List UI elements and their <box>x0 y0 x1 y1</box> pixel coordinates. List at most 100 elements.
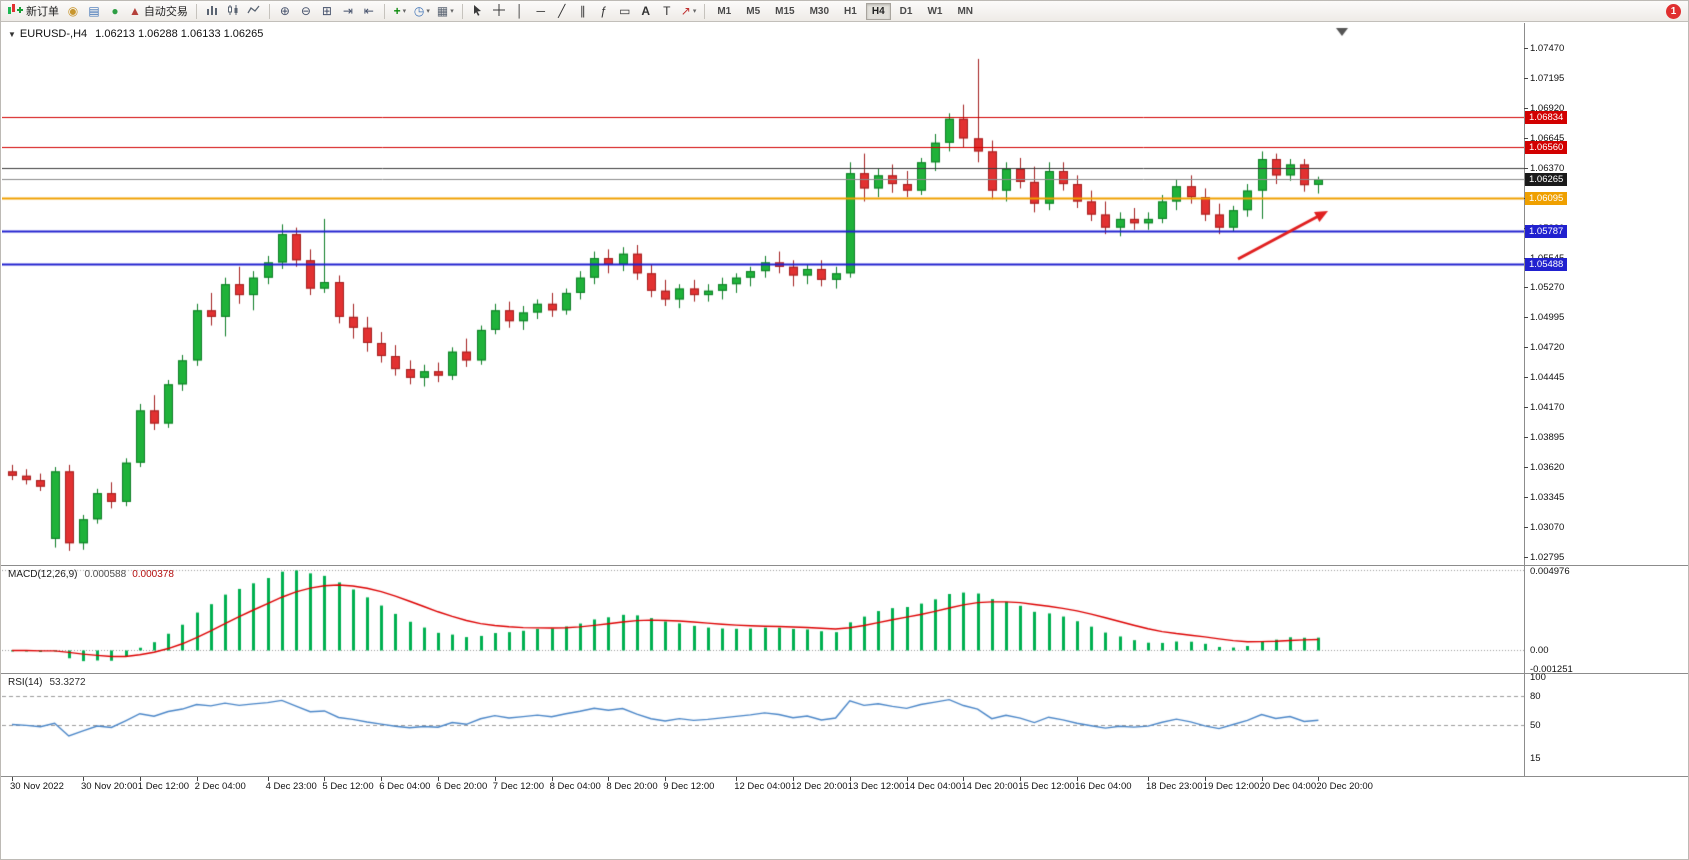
new-order-button-label: 新订单 <box>26 6 59 18</box>
vertical-line-icon: │ <box>516 3 524 18</box>
price-tag: 1.06265 <box>1525 173 1568 187</box>
zoom-in-button[interactable]: ⊕ <box>275 2 295 21</box>
axis-tick <box>1524 48 1528 50</box>
channel-button[interactable]: ∥ <box>573 2 593 21</box>
time-axis-label: 14 Dec 20:00 <box>961 781 1018 792</box>
toolbar-separator <box>383 3 385 19</box>
axis-tick <box>665 777 667 781</box>
cursor-button[interactable] <box>468 2 488 21</box>
macd-panel-canvas[interactable] <box>2 566 1524 673</box>
notification-badge[interactable]: 1 <box>1666 4 1681 19</box>
axis-tick <box>1524 407 1528 409</box>
timeframe-mn-button[interactable]: MN <box>957 5 973 17</box>
panel-separator[interactable] <box>1 565 1688 566</box>
new-order-button[interactable]: 新订单 <box>5 2 62 21</box>
axis-tick <box>196 777 198 781</box>
panel-separator[interactable] <box>1 673 1688 674</box>
time-axis-label: 7 Dec 12:00 <box>492 781 545 792</box>
chart-collapse-icon[interactable]: ▼ <box>8 30 16 39</box>
periods-clock-icon: ◷ <box>413 3 425 18</box>
axis-tick <box>1318 777 1320 781</box>
horizontal-line-button[interactable]: ─ <box>531 2 551 21</box>
axis-tick <box>438 777 439 781</box>
time-axis-label: 4 Dec 23:00 <box>265 781 317 792</box>
rsi-axis-label: 15 <box>1530 752 1541 764</box>
horizontal-line-icon: ─ <box>536 3 545 18</box>
price-tag: 1.06095 <box>1525 191 1568 205</box>
price-axis-label: 1.04995 <box>1530 312 1565 324</box>
indicators-button[interactable]: + ▾ <box>390 2 410 21</box>
shapes-button[interactable]: ▭ <box>615 2 635 21</box>
chart-ohlc-values: 1.06213 1.06288 1.06133 1.06265 <box>95 28 264 40</box>
chart-header: ▼ EURUSD-,H4 1.06213 1.06288 1.06133 1.062… <box>8 28 263 40</box>
tile-windows-button[interactable]: ⊞ <box>317 2 337 21</box>
vertical-line-button[interactable]: │ <box>510 2 530 21</box>
bar-chart-button[interactable] <box>202 2 222 21</box>
price-axis-label: 1.05270 <box>1530 282 1565 294</box>
axis-tick <box>1524 77 1528 79</box>
timeframe-d1-button[interactable]: D1 <box>899 5 913 17</box>
axis-tick <box>1524 167 1528 169</box>
arrows-button[interactable]: ↗ ▾ <box>678 2 700 21</box>
timeframe-m5-button[interactable]: M5 <box>746 5 761 17</box>
macd-indicator-label: MACD(12,26,9) 0.000588 0.000378 <box>8 569 174 580</box>
time-axis-label: 12 Dec 20:00 <box>791 781 848 792</box>
fibonacci-button[interactable]: ƒ <box>594 2 614 21</box>
channel-icon: ∥ <box>579 3 586 18</box>
linechart-icon <box>247 4 260 19</box>
axis-tick <box>1524 317 1528 319</box>
text-label-button[interactable]: T <box>657 2 677 21</box>
price-axis-label: 1.03620 <box>1530 462 1565 474</box>
timeframe-h1-button[interactable]: H1 <box>844 5 857 17</box>
time-axis-label: 1 Dec 12:00 <box>137 781 190 792</box>
price-axis-label: 1.03070 <box>1530 521 1565 533</box>
chart-shift-icon: ⇤ <box>363 3 374 18</box>
axis-tick <box>608 777 610 781</box>
time-axis-label: 14 Dec 04:00 <box>904 781 962 792</box>
timeframe-w1-button[interactable]: W1 <box>927 5 943 17</box>
price-axis-label: 1.04720 <box>1530 342 1565 354</box>
data-window-button[interactable]: ▤ <box>84 2 104 21</box>
timeframe-m1-button[interactable]: M1 <box>717 5 732 17</box>
text-button[interactable]: A <box>636 2 656 21</box>
timeframe-m30-button[interactable]: M30 <box>809 5 830 17</box>
time-axis-label: 8 Dec 04:00 <box>549 781 601 792</box>
time-axis-label: 8 Dec 20:00 <box>606 781 658 792</box>
axis-tick <box>1261 777 1263 781</box>
price-axis-label: 1.02795 <box>1530 551 1565 563</box>
price-chart-canvas[interactable] <box>2 23 1524 565</box>
candlestick-chart-button[interactable] <box>223 2 243 21</box>
auto-trading-button-label: 自动交易 <box>143 6 188 18</box>
price-tag: 1.05787 <box>1525 225 1568 239</box>
indicators-icon: + <box>393 3 401 18</box>
trendline-button[interactable]: ╱ <box>552 2 572 21</box>
new-order-icon <box>8 3 23 19</box>
navigator-button[interactable]: ● <box>105 2 125 21</box>
layers-icon: ▤ <box>88 3 100 18</box>
chevron-down-icon: ▾ <box>450 8 454 15</box>
axis-tick <box>1524 377 1528 379</box>
line-chart-button[interactable] <box>244 2 264 21</box>
market-watch-button[interactable]: ◉ <box>63 2 83 21</box>
price-axis-label: 1.07195 <box>1530 72 1565 84</box>
zoom-in-icon: ⊕ <box>279 3 290 18</box>
auto-scroll-button[interactable]: ⇥ <box>338 2 358 21</box>
macd-axis-label: 0.00 <box>1530 645 1549 657</box>
templates-button[interactable]: ▦ ▾ <box>434 2 457 21</box>
rsi-value: 53.3272 <box>49 677 86 688</box>
timeframe-h4-button[interactable]: H4 <box>865 2 891 20</box>
zoom-out-button[interactable]: ⊖ <box>296 2 316 21</box>
periods-button[interactable]: ◷ ▾ <box>411 2 433 21</box>
time-axis-label: 16 Dec 04:00 <box>1075 781 1132 792</box>
auto-trading-button[interactable]: ▲ 自动交易 <box>126 2 191 21</box>
chart-shift-button[interactable]: ⇤ <box>359 2 379 21</box>
price-axis-label: 1.06370 <box>1530 162 1565 174</box>
crosshair-button[interactable] <box>489 2 509 21</box>
axis-tick <box>849 777 851 781</box>
rsi-panel-canvas[interactable] <box>2 674 1524 776</box>
candles-icon <box>227 4 239 19</box>
macd-signal-value: 0.000378 <box>132 569 174 580</box>
timeframe-m15-button[interactable]: M15 <box>775 5 795 17</box>
price-tag: 1.05488 <box>1525 257 1568 271</box>
text-icon: A <box>641 3 651 18</box>
